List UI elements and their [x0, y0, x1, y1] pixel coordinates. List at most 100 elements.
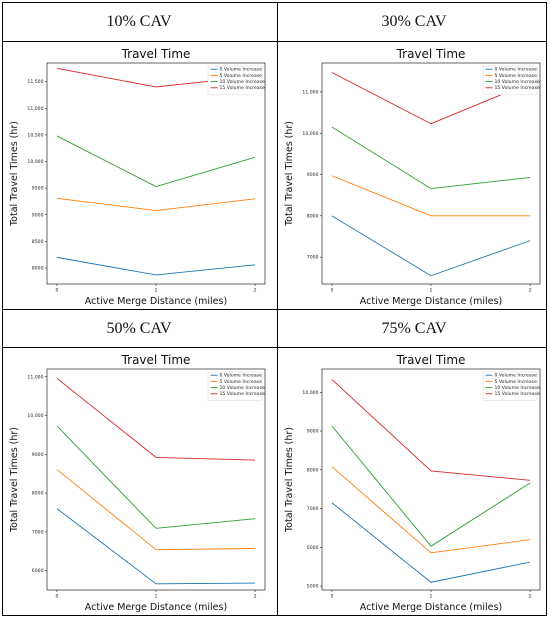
x-tick-label: 0 [330, 288, 333, 294]
legend-label: 10 Volume Increase [495, 385, 540, 391]
x-axis-label: Active Merge Distance (miles) [360, 602, 502, 613]
y-tick-label: 11,000 [27, 374, 43, 380]
grid-divider-h3 [3, 347, 546, 348]
series-line-0 [331, 502, 531, 583]
series-line-3 [331, 72, 531, 125]
series-line-1 [331, 466, 531, 554]
legend-box [482, 371, 538, 401]
y-tick-label: 6000 [307, 545, 319, 551]
panel-header-75-cav: 75% CAV [381, 320, 447, 337]
y-tick-label: 11,000 [27, 106, 43, 112]
y-tick-label: 10,500 [27, 132, 43, 138]
series-line-2 [331, 126, 531, 190]
series-line-0 [331, 215, 531, 277]
y-tick-label: 5000 [307, 584, 319, 590]
legend-box [482, 65, 538, 95]
y-tick-label: 9000 [307, 429, 319, 435]
x-axis-label: Active Merge Distance (miles) [360, 296, 502, 307]
y-tick-label: 7000 [32, 529, 44, 535]
plot-area [46, 62, 266, 285]
legend-label: 0 Volume Increase [220, 373, 263, 379]
x-tick-label: 0 [55, 594, 58, 600]
legend-box [207, 65, 263, 95]
panel-header-10-cav: 10% CAV [106, 13, 172, 30]
series-line-3 [331, 379, 531, 481]
legend-label: 5 Volume Increase [220, 379, 263, 385]
y-tick-label: 9500 [32, 186, 44, 192]
chart-title: Travel Time [396, 353, 466, 367]
series-line-2 [331, 425, 531, 547]
x-tick-label: 2 [529, 288, 532, 294]
legend-label: 15 Volume Increase [220, 85, 265, 91]
series-line-1 [56, 197, 256, 211]
x-axis-label: Active Merge Distance (miles) [85, 602, 227, 613]
legend-label: 15 Volume Increase [220, 391, 265, 397]
series-line-3 [56, 377, 256, 461]
x-tick-label: 1 [430, 594, 433, 600]
x-tick-label: 2 [254, 594, 257, 600]
legend-label: 15 Volume Increase [495, 85, 540, 91]
legend-label: 5 Volume Increase [220, 73, 263, 79]
y-tick-label: 9000 [32, 212, 44, 218]
y-tick-label: 7000 [307, 506, 319, 512]
legend-label: 10 Volume Increase [495, 79, 540, 85]
x-tick-label: 2 [254, 288, 257, 294]
x-tick-label: 0 [55, 288, 58, 294]
y-tick-label: 6000 [32, 568, 44, 574]
y-tick-label: 8000 [307, 213, 319, 219]
y-tick-label: 10,000 [302, 390, 318, 396]
chart-title: Travel Time [121, 47, 191, 61]
y-tick-label: 9000 [307, 172, 319, 178]
y-axis-label: Total Travel Times (hr) [284, 121, 295, 227]
plot-area [46, 368, 266, 591]
legend-label: 0 Volume Increase [220, 67, 263, 73]
y-tick-label: 8500 [32, 239, 44, 245]
y-axis-label: Total Travel Times (hr) [9, 121, 20, 227]
series-line-1 [331, 175, 531, 217]
x-tick-label: 0 [330, 594, 333, 600]
y-tick-label: 8000 [32, 491, 44, 497]
x-tick-label: 1 [155, 594, 158, 600]
y-tick-label: 11,000 [302, 90, 318, 96]
series-line-1 [56, 469, 256, 551]
plot-area [321, 62, 541, 285]
y-tick-label: 9000 [32, 452, 44, 458]
legend-label: 10 Volume Increase [220, 385, 265, 391]
y-tick-label: 11,500 [27, 79, 43, 85]
legend-label: 0 Volume Increase [495, 67, 538, 73]
series-line-0 [56, 508, 256, 585]
x-axis-label: Active Merge Distance (miles) [85, 296, 227, 307]
chart-50-cav: Travel Time 6000 7000 8000 9000 10,000 11,000 0… [9, 353, 266, 613]
chart-title: Travel Time [121, 353, 191, 367]
legend-label: 5 Volume Increase [495, 379, 538, 385]
legend-box [207, 371, 263, 401]
x-tick-label: 2 [529, 594, 532, 600]
chart-10-cav: Travel Time 8000 8500 9000 9500 10,000 10,500 1… [9, 47, 266, 307]
chart-30-cav: Travel Time 7000 8000 9000 10,000 11,000 0 1 2 Ac… [284, 47, 541, 307]
y-tick-label: 10,000 [27, 413, 43, 419]
chart-75-cav: Travel Time 5000 6000 7000 8000 9000 10,000 0 1 2… [284, 353, 541, 613]
legend-label: 15 Volume Increase [495, 391, 540, 397]
series-line-2 [56, 425, 256, 529]
panel-header-50-cav: 50% CAV [106, 320, 172, 337]
series-line-0 [56, 256, 256, 276]
x-tick-label: 1 [430, 288, 433, 294]
legend-label: 0 Volume Increase [495, 373, 538, 379]
series-line-2 [56, 135, 256, 188]
y-tick-label: 8000 [32, 266, 44, 272]
grid-divider-h1 [3, 41, 546, 42]
y-tick-label: 8000 [307, 467, 319, 473]
legend-label: 10 Volume Increase [220, 79, 265, 85]
y-axis-label: Total Travel Times (hr) [9, 427, 20, 533]
chart-title: Travel Time [396, 47, 466, 61]
grid-divider-h2 [3, 309, 546, 310]
legend-label: 5 Volume Increase [495, 73, 538, 79]
panel-header-30-cav: 30% CAV [381, 13, 447, 30]
y-tick-label: 10,000 [27, 159, 43, 165]
y-axis-label: Total Travel Times (hr) [284, 427, 295, 533]
y-tick-label: 10,000 [302, 131, 318, 137]
x-tick-label: 1 [155, 288, 158, 294]
plot-area [321, 368, 541, 591]
y-tick-label: 7000 [307, 255, 319, 261]
